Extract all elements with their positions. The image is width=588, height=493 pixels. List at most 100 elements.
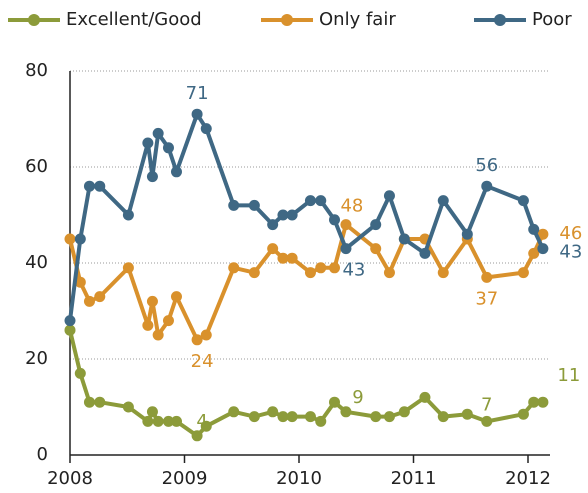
data-point <box>200 329 212 341</box>
data-point <box>481 180 493 192</box>
data-point <box>152 127 164 139</box>
data-point <box>370 243 382 255</box>
data-point <box>191 108 203 120</box>
data-point <box>267 219 279 231</box>
data-point <box>286 252 298 264</box>
data-point <box>315 415 327 427</box>
data-point <box>152 415 164 427</box>
data-point <box>74 276 86 288</box>
data-label: 37 <box>475 288 498 309</box>
data-point <box>419 247 431 259</box>
data-label: 43 <box>559 242 582 263</box>
data-point <box>419 391 431 403</box>
x-tick-label: 2011 <box>391 468 437 489</box>
data-point <box>304 195 316 207</box>
data-point <box>328 214 340 226</box>
data-point <box>83 180 95 192</box>
y-tick-label: 60 <box>25 156 48 177</box>
y-tick-label: 40 <box>25 252 48 273</box>
data-point <box>162 415 174 427</box>
y-tick-label: 80 <box>25 60 48 81</box>
data-point <box>191 334 203 346</box>
y-tick-label: 20 <box>25 348 48 369</box>
data-point <box>286 209 298 221</box>
data-label: 11 <box>557 365 580 386</box>
data-point <box>248 199 260 211</box>
data-point <box>517 195 529 207</box>
data-point <box>248 411 260 423</box>
data-label: 48 <box>340 196 363 217</box>
data-point <box>267 406 279 418</box>
data-point <box>437 267 449 279</box>
legend-label: Excellent/Good <box>66 9 202 30</box>
data-point <box>162 315 174 327</box>
data-point <box>437 411 449 423</box>
data-point <box>170 291 182 303</box>
data-point <box>304 267 316 279</box>
x-tick-label: 2012 <box>505 468 551 489</box>
legend-marker <box>281 14 293 26</box>
data-point <box>517 267 529 279</box>
data-point <box>370 219 382 231</box>
data-point <box>228 406 240 418</box>
y-tick-label: 0 <box>37 444 48 465</box>
data-point <box>64 315 76 327</box>
data-point <box>83 295 95 307</box>
data-point <box>152 329 164 341</box>
data-point <box>200 123 212 135</box>
data-point <box>248 267 260 279</box>
data-point <box>481 415 493 427</box>
data-point <box>146 171 158 183</box>
data-point <box>64 233 76 245</box>
data-point <box>398 406 410 418</box>
data-point <box>340 406 352 418</box>
data-point <box>64 324 76 336</box>
data-point <box>537 243 549 255</box>
legend-marker <box>28 14 40 26</box>
legend-label: Only fair <box>319 9 396 30</box>
data-label: 9 <box>352 387 363 408</box>
data-point <box>170 415 182 427</box>
data-point <box>267 243 279 255</box>
series-line <box>68 112 545 321</box>
data-point <box>74 233 86 245</box>
data-point <box>370 411 382 423</box>
data-point <box>328 396 340 408</box>
data-point <box>528 396 540 408</box>
data-point <box>537 396 549 408</box>
data-point <box>528 223 540 235</box>
data-point <box>122 209 134 221</box>
legend-marker <box>494 14 506 26</box>
data-label: 4 <box>196 411 207 432</box>
data-label: 7 <box>481 394 492 415</box>
data-point <box>74 367 86 379</box>
data-point <box>142 415 154 427</box>
data-point <box>383 267 395 279</box>
data-point <box>461 228 473 240</box>
data-point <box>122 401 134 413</box>
data-point <box>122 262 134 274</box>
data-point <box>94 291 106 303</box>
data-point <box>315 262 327 274</box>
data-point <box>94 180 106 192</box>
data-point <box>142 319 154 331</box>
data-label: 46 <box>559 223 582 244</box>
data-point <box>383 411 395 423</box>
data-point <box>328 262 340 274</box>
data-point <box>142 137 154 149</box>
data-point <box>146 295 158 307</box>
data-label: 24 <box>191 351 214 372</box>
legend-label: Poor <box>532 9 572 30</box>
data-point <box>481 271 493 283</box>
data-point <box>315 195 327 207</box>
data-point <box>461 408 473 420</box>
data-point <box>437 195 449 207</box>
data-point <box>277 252 289 264</box>
data-point <box>286 411 298 423</box>
data-point <box>83 396 95 408</box>
data-point <box>537 228 549 240</box>
data-point <box>398 233 410 245</box>
data-point <box>304 411 316 423</box>
data-label: 71 <box>186 83 209 104</box>
